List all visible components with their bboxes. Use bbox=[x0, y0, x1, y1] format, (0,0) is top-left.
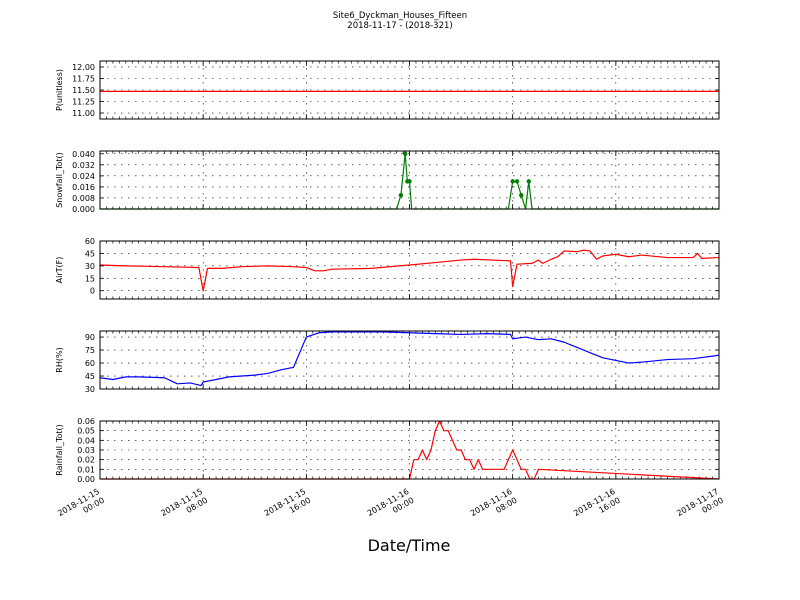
data-point bbox=[526, 179, 531, 184]
x-tick-label: 2018-11-1616:00 bbox=[572, 487, 622, 527]
chart-panel-5: 0.000.010.020.030.040.050.06 Rainfall_Tot… bbox=[55, 417, 720, 484]
y-axis-label: AirT(F) bbox=[55, 257, 64, 284]
y-tick-label: 0.008 bbox=[72, 194, 95, 203]
y-tick-label: 0.02 bbox=[77, 456, 95, 465]
y-tick-label: 0.00 bbox=[77, 475, 95, 484]
data-point bbox=[403, 151, 408, 156]
x-tick-label: 2018-11-1608:00 bbox=[469, 487, 519, 527]
x-tick-label: 2018-11-1516:00 bbox=[263, 487, 313, 527]
y-tick-label: 0.04 bbox=[77, 436, 95, 445]
y-tick-label: 11.25 bbox=[72, 98, 95, 107]
data-point bbox=[514, 179, 520, 184]
series-line bbox=[99, 249, 720, 292]
y-tick-label: 60 bbox=[85, 359, 95, 368]
chart-title: Site6_Dyckman_Houses_Fifteen bbox=[332, 11, 468, 21]
y-tick-label: 45 bbox=[85, 249, 95, 258]
y-tick-label: 0.06 bbox=[77, 417, 95, 426]
y-tick-label: 12.00 bbox=[72, 63, 95, 72]
x-tick-label: 2018-11-1700:00 bbox=[675, 487, 725, 527]
y-tick-label: 0.05 bbox=[77, 427, 95, 436]
y-tick-label: 15 bbox=[85, 274, 95, 283]
x-tick-label: 2018-11-1600:00 bbox=[366, 487, 416, 527]
chart-title-block: Site6_Dyckman_Houses_Fifteen 2018-11-17 … bbox=[0, 11, 800, 31]
y-tick-label: 0.032 bbox=[72, 161, 95, 170]
x-axis-label: Date/Time bbox=[368, 536, 451, 555]
y-tick-label: 0.03 bbox=[77, 446, 95, 455]
y-tick-label: 11.75 bbox=[72, 74, 95, 83]
y-axis-label: Rainfall_Tot() bbox=[55, 424, 64, 476]
chart-panel-3: 0 15 30 45 60 AirT(F) bbox=[55, 237, 720, 300]
data-point bbox=[510, 179, 515, 184]
chart-panel-2: 0.000 0.008 0.016 0.024 0.032 0.040 Snowfall_T… bbox=[55, 150, 720, 214]
y-tick-label: 0.000 bbox=[72, 205, 95, 214]
y-axis-label: Snowfall_Tot() bbox=[55, 152, 64, 208]
series-line bbox=[100, 153, 719, 210]
chart-subtitle: 2018-11-17 - (2018-321) bbox=[347, 21, 453, 31]
x-tick-labels: 2018-11-1500:00 2018-11-1508:00 2018-11-15… bbox=[56, 487, 725, 527]
series-line bbox=[99, 331, 720, 387]
y-tick-label: 0.024 bbox=[72, 172, 95, 181]
y-tick-label: 0.040 bbox=[72, 150, 95, 159]
x-tick-label: 2018-11-1500:00 bbox=[56, 487, 106, 527]
chart-panel-1: 11.00 11.25 11.50 11.75 12.00 P(unitless) bbox=[55, 60, 720, 120]
y-tick-label: 30 bbox=[85, 262, 95, 271]
y-tick-label: 90 bbox=[85, 333, 95, 342]
y-tick-label: 75 bbox=[85, 346, 95, 355]
y-tick-label: 0.01 bbox=[77, 465, 95, 474]
y-axis-label: P(unitless) bbox=[55, 69, 64, 111]
data-point bbox=[519, 192, 524, 198]
data-point bbox=[398, 192, 404, 198]
y-tick-label: 60 bbox=[85, 237, 95, 246]
series-line bbox=[100, 420, 720, 480]
chart-panel-4: 30 45 60 75 90 RH(%) bbox=[55, 330, 720, 394]
y-tick-label: 45 bbox=[85, 372, 95, 381]
y-tick-label: 0 bbox=[90, 287, 95, 296]
y-tick-label: 11.50 bbox=[72, 86, 95, 95]
y-axis-label: RH(%) bbox=[55, 347, 64, 372]
y-tick-label: 30 bbox=[85, 385, 95, 394]
x-tick-label: 2018-11-1508:00 bbox=[159, 487, 209, 527]
y-tick-label: 11.00 bbox=[72, 109, 95, 118]
data-point bbox=[407, 179, 412, 184]
y-tick-label: 0.016 bbox=[72, 183, 95, 192]
